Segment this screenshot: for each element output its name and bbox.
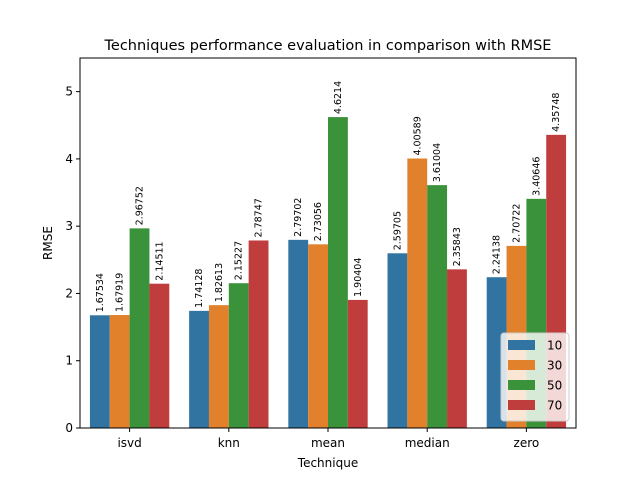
x-axis: isvd knn mean median zero [117,428,539,450]
y-tick-label: 5 [65,85,73,99]
bar-label-isvd-70: 2.14511 [154,241,165,280]
bar-mean-70 [347,299,368,428]
bar-label-isvd-50: 2.96752 [135,186,146,225]
y-axis: 0 1 2 3 4 5 [65,85,80,435]
legend-swatch-10 [508,340,535,350]
legend: 10 30 50 70 [500,332,570,422]
legend-box [500,332,570,422]
bar-label-zero-10: 2.24138 [492,235,503,274]
bar-knn-30 [208,305,229,428]
legend-swatch-50 [508,380,535,390]
x-tick-label: isvd [117,436,141,450]
x-axis-label: Technique [297,456,358,470]
bar-label-zero-70: 4.35748 [551,93,562,132]
bar-isvd-50 [129,228,150,428]
bar-label-median-50: 3.61004 [432,143,443,182]
bar-label-zero-30: 2.70722 [511,204,522,243]
bar-label-knn-30: 1.82613 [214,263,225,302]
bar-label-median-30: 4.00589 [412,116,423,155]
bar-label-knn-70: 2.78747 [254,198,265,237]
bar-median-10 [387,253,408,428]
bar-label-mean-30: 2.73056 [313,202,324,241]
bar-knn-70 [248,240,269,428]
legend-label-10: 10 [547,339,562,353]
bar-label-mean-70: 1.90404 [353,258,364,297]
bar-mean-50 [328,117,348,428]
x-tick-label: median [405,436,450,450]
legend-swatch-70 [508,400,535,410]
bar-label-median-10: 2.59705 [392,211,403,250]
bar-mean-10 [288,239,309,428]
bar-label-mean-10: 2.79702 [293,198,304,237]
bar-median-70 [447,269,467,428]
legend-label-70: 70 [547,399,562,413]
bar-median-50 [427,185,448,428]
bar-label-median-70: 2.35843 [452,227,463,266]
x-tick-label: zero [514,436,540,450]
bar-label-mean-50: 4.6214 [333,81,344,114]
plot-frame [79,57,577,429]
y-tick-label: 3 [65,219,73,233]
x-tick-label: mean [311,436,345,450]
bar-label-zero-50: 3.40646 [531,157,542,196]
bar-label-isvd-30: 1.67919 [115,273,126,312]
bar-knn-10 [189,310,209,428]
x-tick-label: knn [218,436,240,450]
legend-label-50: 50 [547,379,562,393]
bar-isvd-30 [109,315,130,428]
bar-isvd-10 [89,315,110,428]
bar-labels-group: 1.67534 1.74128 2.79702 2.59705 2.24138 1.679… [95,81,562,312]
bar-label-isvd-10: 1.67534 [95,273,106,312]
legend-swatch-30 [508,360,535,370]
y-tick-label: 1 [65,354,73,368]
bar-label-knn-50: 2.15227 [234,241,245,280]
legend-label-30: 30 [547,359,562,373]
bar-label-knn-10: 1.74128 [194,269,205,308]
y-tick-label: 0 [65,421,73,435]
bar-median-30 [407,158,428,428]
y-axis-label: RMSE [41,226,55,260]
y-tick-label: 4 [65,152,73,166]
bar-knn-50 [228,283,249,428]
bar-isvd-70 [149,283,170,428]
chart-title: Techniques performance evaluation in com… [104,38,552,54]
bar-mean-30 [308,244,328,428]
y-tick-label: 2 [65,286,73,300]
